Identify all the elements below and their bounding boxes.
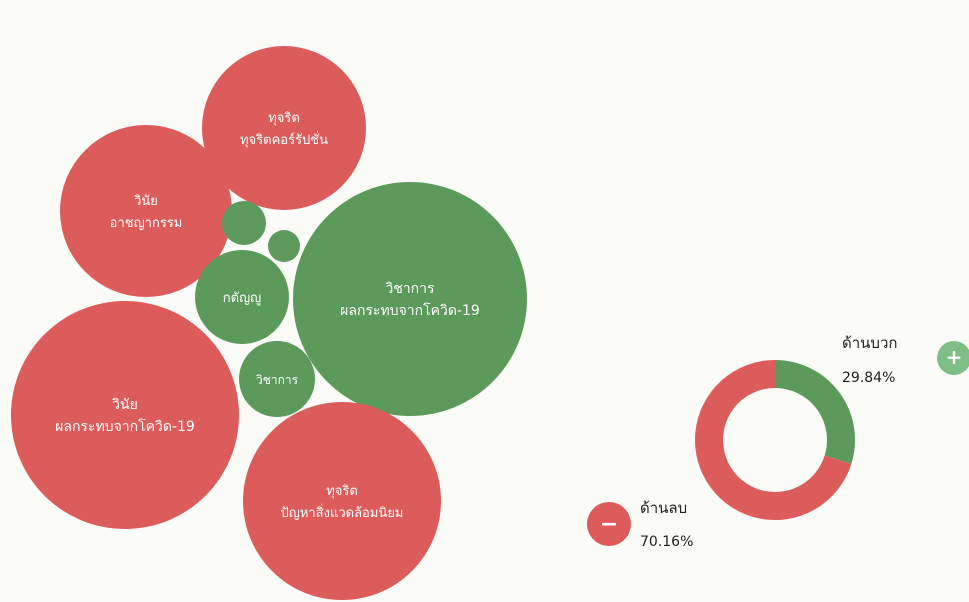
bubble-sublabel: ทุจริตคอร์รัปชั่น [240, 131, 328, 148]
bubble-circle [60, 125, 232, 297]
legend-negative: − ด้านลบ 70.16% [587, 499, 693, 550]
bubble-circle [222, 201, 266, 245]
bubble-circle [268, 230, 300, 262]
legend-positive: + ด้านบวก 29.84% [842, 334, 969, 386]
bubble-label: วิชาการ [385, 281, 435, 297]
bubble-label: ทุจริต [326, 484, 358, 499]
legend-label-negative: ด้านลบ [640, 499, 687, 517]
bubble-label: วินัย [112, 397, 138, 413]
bubble: กตัญญู [195, 250, 289, 344]
legend-value-negative: 70.16% [640, 534, 693, 550]
bubble-label: กตัญญู [223, 291, 261, 306]
bubble-label: ทุจริต [268, 111, 300, 126]
legend-value-positive: 29.84% [842, 370, 895, 386]
bubble [268, 230, 300, 262]
bubble-sublabel: ผลกระทบจากโควิด-19 [55, 418, 195, 435]
donut-chart [695, 360, 855, 520]
bubble: วิชาการ [239, 341, 315, 417]
bubble-label: วิชาการ [256, 373, 299, 387]
bubble-label: วินัย [133, 194, 158, 209]
bubble-sublabel: อาชญากรรม [110, 216, 183, 231]
donut-legend: + ด้านบวก 29.84% − ด้านลบ 70.16% [587, 334, 969, 550]
bubble-chart: ทุจริตทุจริตคอร์รัปชั่นวินัยอาชญากรรมวิช… [11, 46, 527, 600]
bubble-sublabel: ผลกระทบจากโควิด-19 [340, 302, 480, 319]
bubble-circle [202, 46, 366, 210]
bubble: ทุจริตทุจริตคอร์รัปชั่น [202, 46, 366, 210]
bubble [222, 201, 266, 245]
donut-slice-negative [695, 360, 852, 520]
bubble-circle [11, 301, 239, 529]
negative-dot-icon [587, 502, 631, 546]
bubble-sublabel: ปัญหาสิ่งแวดล้อมนิยม [280, 504, 403, 521]
legend-label-positive: ด้านบวก [842, 334, 897, 352]
plus-icon: + [946, 345, 963, 369]
bubble-circle [239, 341, 315, 417]
bubble: ทุจริตปัญหาสิ่งแวดล้อมนิยม [243, 402, 441, 600]
bubble-circle [243, 402, 441, 600]
positive-dot-icon [937, 341, 969, 375]
bubble-circle [195, 250, 289, 344]
donut-slice-positive [774, 360, 855, 464]
bubble-circle [293, 182, 527, 416]
minus-icon: − [600, 512, 618, 537]
